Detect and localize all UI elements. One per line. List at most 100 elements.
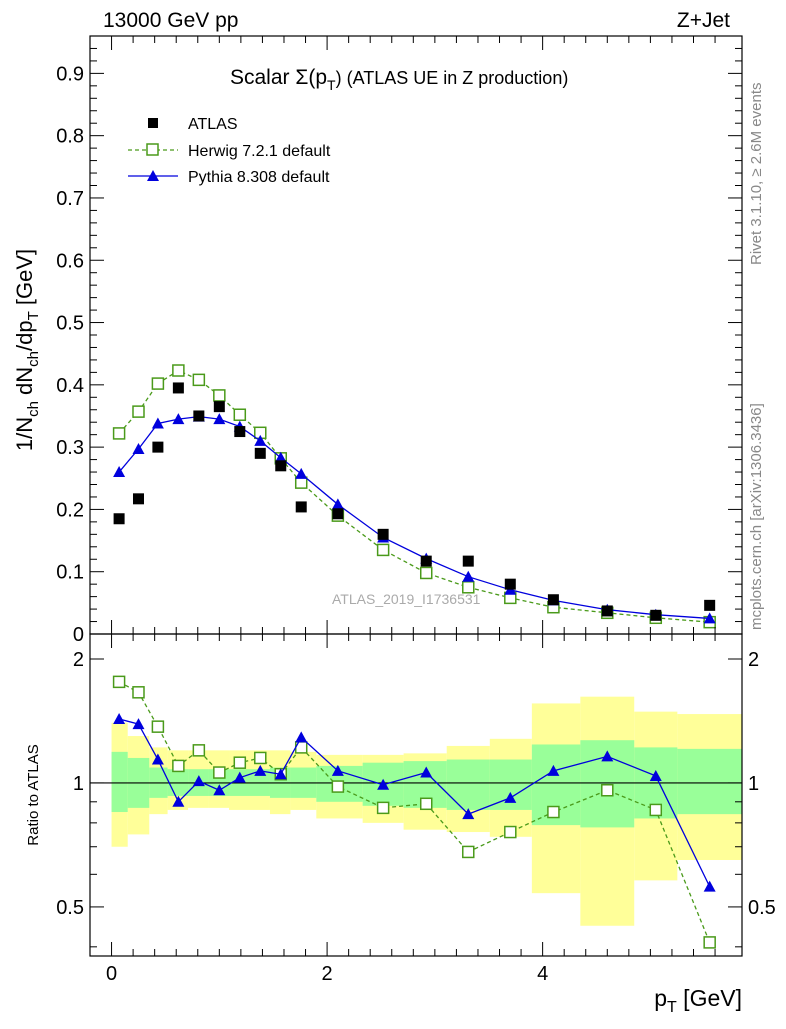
ratio-pythia-point: [151, 753, 164, 765]
main-y-tick-label: 0.7: [56, 188, 84, 210]
pythia-point: [462, 570, 475, 582]
ratio-herwig-point: [331, 780, 345, 793]
pythia-point: [132, 442, 145, 454]
ratio-herwig-point: [703, 936, 716, 949]
ratio-herwig-point: [462, 845, 475, 859]
pythia-line: [118, 415, 710, 620]
ratio-band-inner: [446, 759, 490, 810]
ratio-y-tick-label: 1: [73, 773, 84, 795]
ratio-pythia-point: [132, 718, 145, 730]
herwig-point: [132, 405, 145, 418]
ratio-pythia-point: [254, 764, 267, 776]
ratio-pythia-point: [331, 764, 344, 776]
rivet-label: Rivet 3.1.10, ≥ 2.6M events: [748, 83, 765, 266]
ratio-pythia-point: [649, 769, 662, 781]
ratio-pythia-point: [274, 768, 287, 780]
ratio-herwig-point: [504, 825, 517, 839]
ratio-pythia-point: [172, 795, 185, 807]
main-x-ticks: [111, 36, 716, 634]
ratio-herwig-point: [254, 751, 267, 765]
ratio-pythia-point: [192, 775, 205, 787]
ratio-pythia-point: [113, 712, 126, 724]
ratio-band-inner: [677, 748, 742, 815]
main-y-tick-label: 0.9: [56, 63, 84, 85]
ratio-herwig-point: [233, 756, 247, 769]
main-y-label: 1/Nch dNch/dpT [GeV]: [12, 249, 42, 451]
atlas-point: [462, 555, 474, 567]
ratio-pythia-point: [213, 784, 226, 796]
ratio-herwig-point: [132, 686, 145, 699]
main-y-tick-label: 0.3: [56, 437, 84, 459]
ratio-pythia-point: [462, 808, 475, 820]
ratio-herwig-point: [151, 720, 165, 733]
ratio-marks: [90, 675, 742, 949]
herwig-point: [233, 408, 247, 421]
ratio-y-axis: 0.5 0.5 1 1 2 2: [56, 649, 776, 948]
pythia-point: [703, 612, 716, 624]
main-title: Scalar Σ(pT) (ATLAS UE in Z production): [230, 66, 568, 93]
header-left: 13000 GeV pp: [103, 9, 238, 32]
ratio-herwig-point: [419, 797, 433, 811]
pythia-point: [151, 417, 164, 429]
ratio-pythia-point: [504, 791, 517, 803]
ratio-pythia-point: [295, 731, 308, 743]
atlas-point: [113, 513, 125, 525]
atlas-point: [295, 501, 307, 513]
ratio-y-tick-label-right: 1: [748, 773, 759, 795]
header-right: Z+Jet: [677, 9, 730, 32]
herwig-point: [213, 389, 226, 402]
atlas-point: [377, 528, 389, 540]
legend-pythia-marker: [147, 170, 159, 181]
herwig-point: [376, 543, 390, 557]
ratio-x-axis: 0 2 4: [106, 634, 716, 985]
x-axis-label: pT [GeV]: [654, 985, 742, 1016]
ratio-herwig-point: [213, 766, 226, 779]
atlas-point: [420, 555, 432, 567]
ratio-panel: 0.5 0.5 1 1 2 2 0 2 4 Ratio to ATLAS pT [GeV]: [25, 633, 776, 1016]
ratio-pythia-point: [601, 750, 614, 762]
herwig-point: [112, 427, 126, 440]
atlas-point: [172, 382, 184, 394]
ratio-pythia-point: [547, 764, 560, 776]
ratio-herwig-point: [649, 803, 663, 817]
main-y-axis: 0 0.1 0.2 0.3 0.4 0.5 0.6 0.7 0.8 0.9: [56, 47, 742, 646]
x-tick-label: 0: [106, 963, 117, 985]
legend-pythia-label: Pythia 8.308 default: [188, 169, 330, 186]
ratio-herwig-point: [376, 801, 390, 815]
herwig-line: [118, 369, 710, 623]
atlas-point: [504, 578, 516, 590]
atlas-point: [254, 447, 266, 459]
main-marks: [112, 364, 716, 629]
herwig-point: [419, 566, 433, 580]
main-y-tick-label: 0.4: [56, 375, 84, 397]
x-tick-label: 4: [537, 963, 548, 985]
atlas-point: [547, 594, 559, 606]
main-y-tick-label: 0.8: [56, 126, 84, 148]
ratio-herwig-point: [192, 744, 206, 757]
legend: ATLAS Herwig 7.2.1 default Pythia 8.308 …: [128, 116, 331, 186]
atlas-point: [234, 426, 246, 438]
herwig-point: [462, 581, 475, 594]
ratio-pythia-point: [233, 771, 246, 783]
pythia-point: [113, 466, 126, 478]
main-panel: 0 0.1 0.2 0.3 0.4 0.5 0.6 0.7 0.8 0.9 Scalar Σ(pT…: [12, 35, 743, 646]
atlas-point: [213, 401, 225, 413]
pythia-point: [274, 451, 287, 463]
main-y-tick-label: 0.2: [56, 499, 84, 521]
herwig-point: [172, 364, 185, 377]
mcplots-label: mcplots.cern.ch [arXiv:1306.3436]: [748, 403, 765, 630]
legend-herwig-marker: [146, 143, 159, 156]
ratio-frame: [89, 633, 743, 957]
pythia-point: [254, 434, 267, 446]
pythia-point: [331, 498, 344, 510]
ratio-herwig-point: [172, 759, 185, 773]
ratio-pythia-point: [703, 880, 716, 892]
atlas-point: [275, 460, 287, 472]
atlas-point: [650, 609, 662, 621]
ratio-pythia-point: [377, 778, 390, 790]
herwig-point: [151, 377, 165, 390]
atlas-point: [704, 599, 716, 611]
ratio-herwig-point: [112, 675, 126, 689]
atlas-point: [152, 441, 164, 453]
